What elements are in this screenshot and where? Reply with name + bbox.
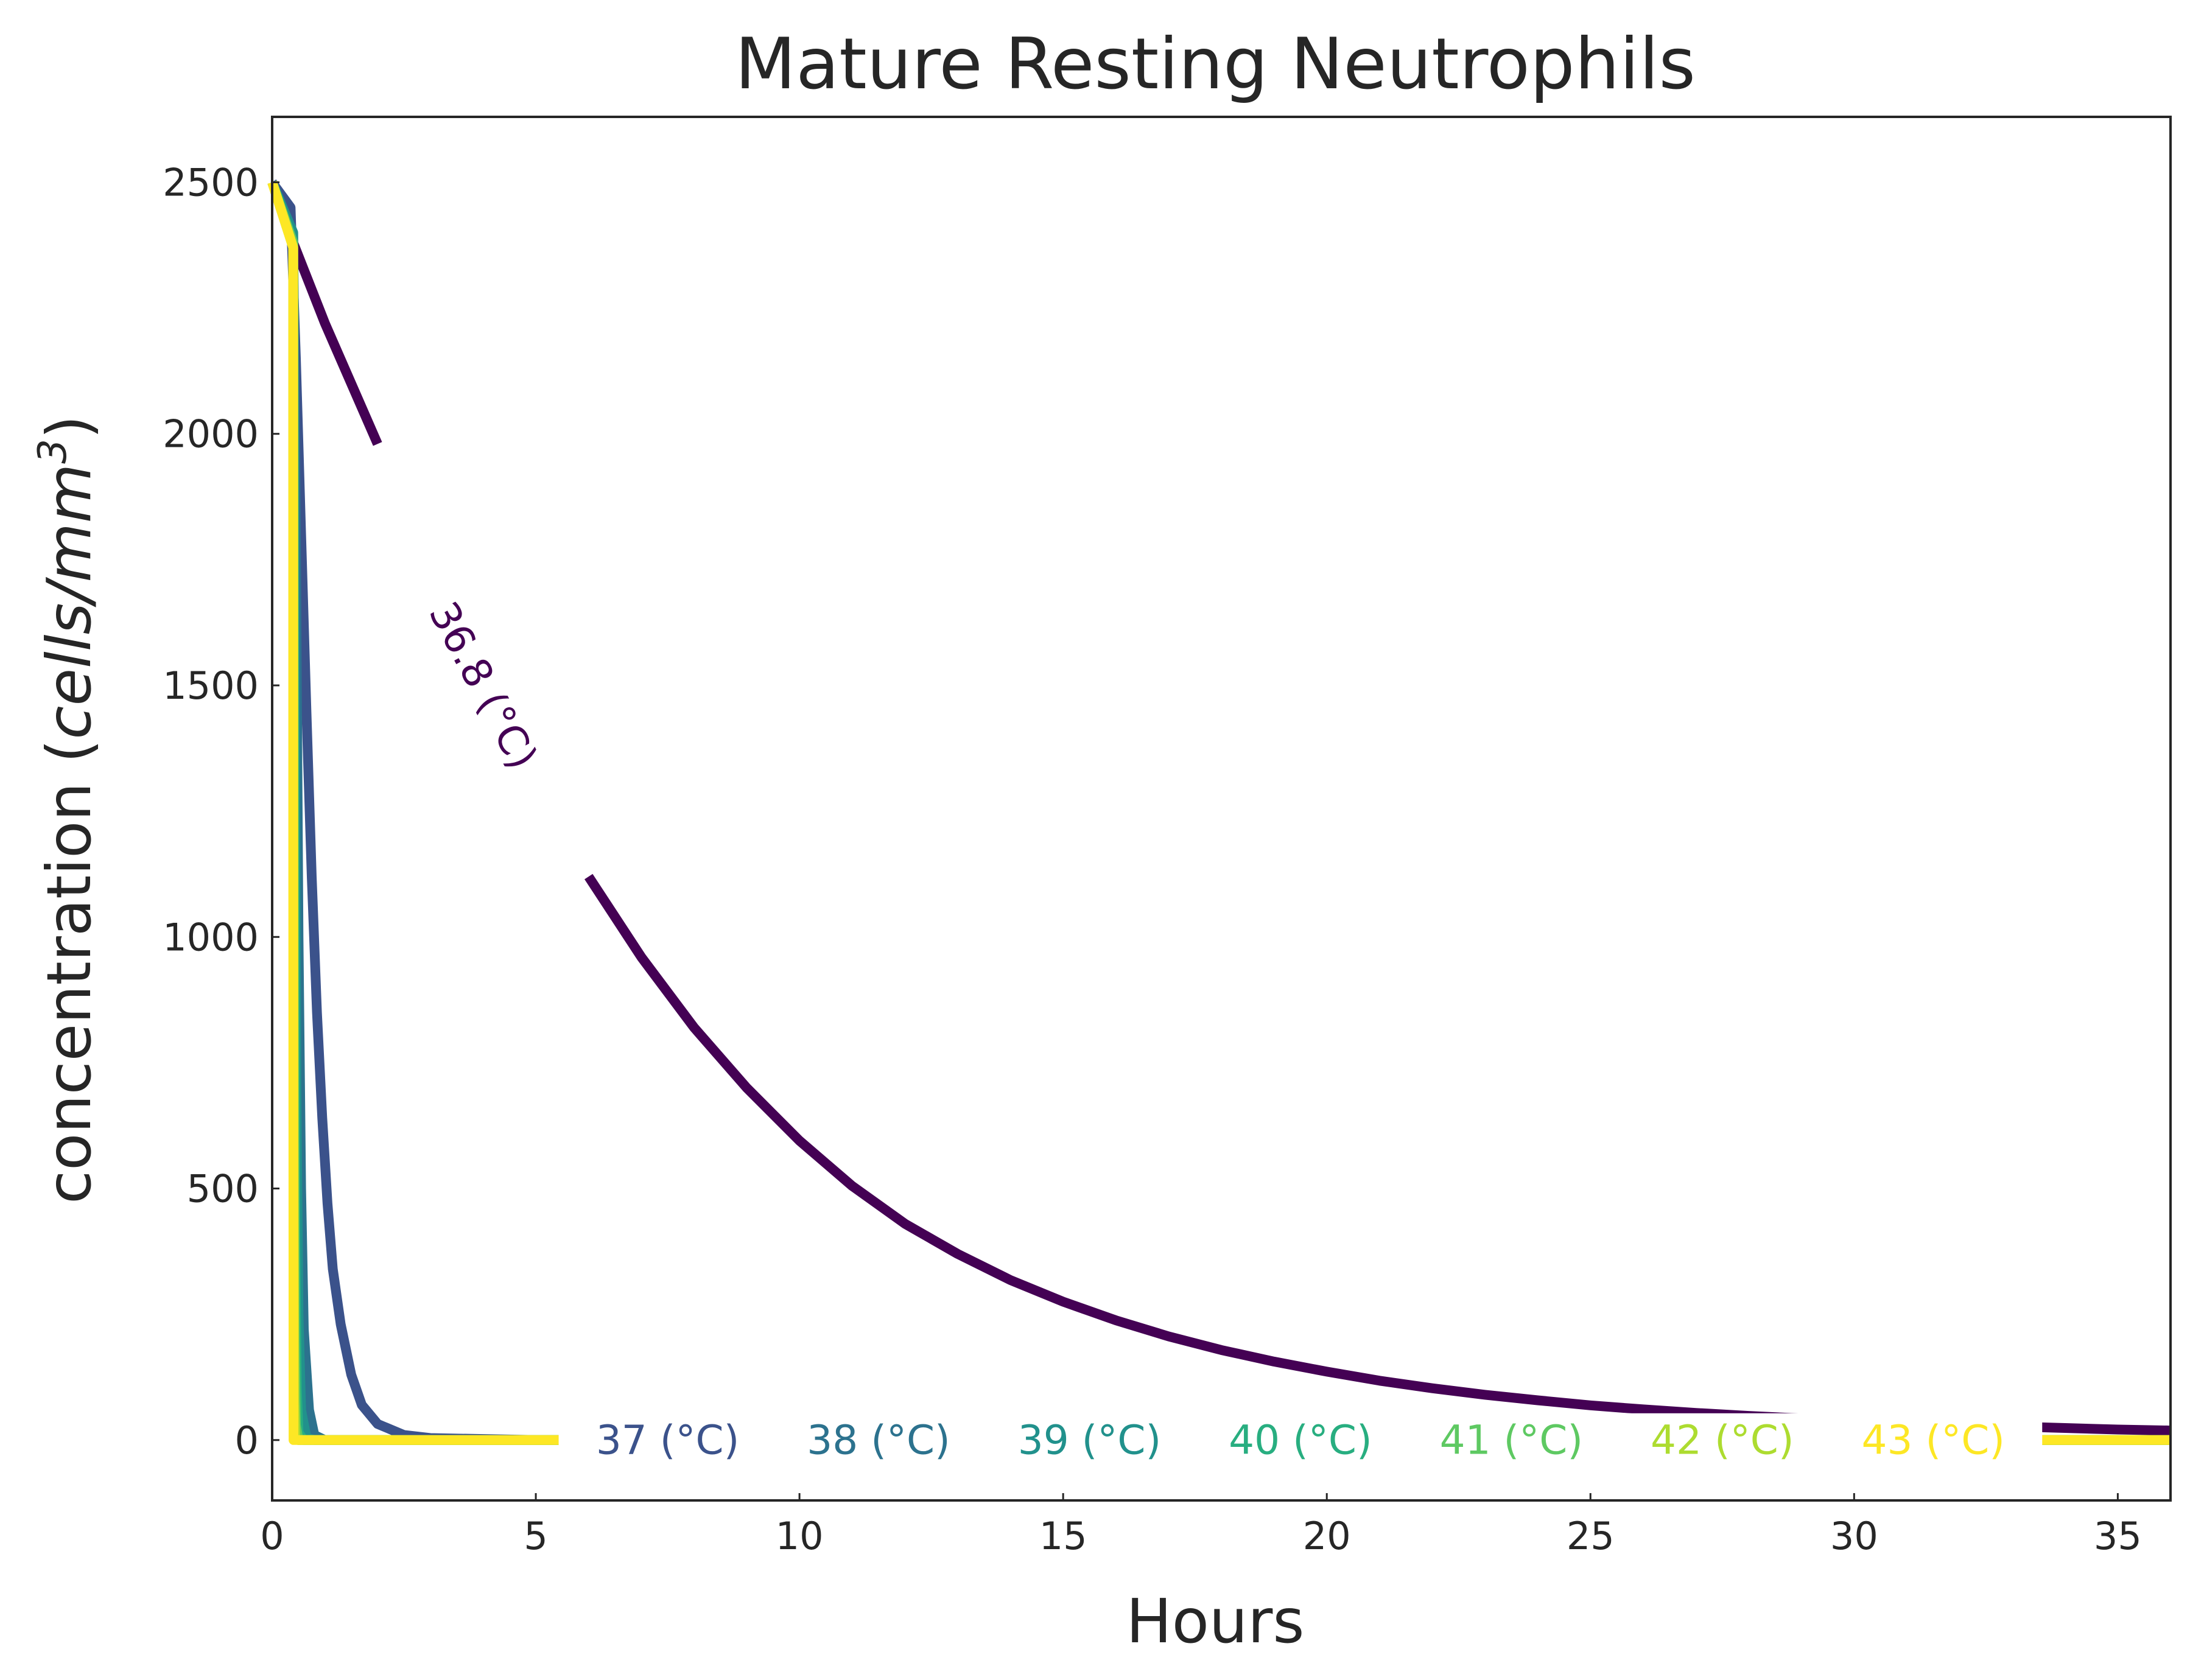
series-line <box>267 180 2171 1445</box>
series-label: 38 (°C) <box>807 1416 950 1463</box>
x-tick-label: 10 <box>776 1514 824 1558</box>
y-axis-ticks: 0 500 1000 1500 2000 2500 <box>163 160 279 1463</box>
series-label: 36.8 (°C) <box>419 594 546 777</box>
y-tick-label: 2500 <box>163 160 259 205</box>
x-axis-title: Hours <box>1126 1586 1305 1657</box>
series-label: 43 (°C) <box>1861 1416 2005 1463</box>
series-line <box>584 873 2171 1436</box>
series-label-background <box>980 1413 1199 1467</box>
series-label: 37 (°C) <box>596 1416 740 1463</box>
series-label-background <box>1402 1413 1621 1467</box>
y-tick-label: 0 <box>235 1418 259 1463</box>
y-axis-title-main: concentration ( <box>33 740 105 1204</box>
x-tick-label: 25 <box>1567 1514 1615 1558</box>
x-axis-ticks: 0 5 10 15 20 25 30 35 <box>260 1493 2142 1558</box>
series-label-background <box>1824 1413 2043 1467</box>
curve-labels-layer: 36.8 (°C) 37 (°C) 38 (°C) 39 (°C) 40 (°C) 41 … <box>419 594 2043 1467</box>
series-line <box>267 181 2171 1445</box>
series-label-background <box>1613 1413 1831 1467</box>
series-label-background <box>770 1413 988 1467</box>
chart-title: Mature Resting Neutrophils <box>735 23 1696 105</box>
series-line <box>267 180 2171 1445</box>
y-axis-title-unit: cells/mm <box>33 464 105 740</box>
x-tick-label: 20 <box>1303 1514 1351 1558</box>
series-label: 40 (°C) <box>1229 1416 1372 1463</box>
y-axis-title: concentration (cells/mm3) <box>30 415 105 1204</box>
x-tick-label: 30 <box>1830 1514 1878 1558</box>
series-label: 41 (°C) <box>1440 1416 1584 1463</box>
series-line <box>267 181 2171 1445</box>
x-tick-label: 0 <box>260 1514 284 1558</box>
curves-layer <box>267 179 2171 1445</box>
y-tick-label: 1500 <box>163 663 259 708</box>
series-label: 39 (°C) <box>1018 1416 1162 1463</box>
series-line <box>267 180 2171 1445</box>
series-line <box>267 180 2171 1445</box>
plot-frame <box>271 116 2172 1502</box>
x-tick-label: 15 <box>1039 1514 1087 1558</box>
x-tick-label: 5 <box>524 1514 547 1558</box>
y-tick-label: 2000 <box>163 412 259 457</box>
y-axis-title-close: ) <box>33 415 105 439</box>
series-label-background <box>1191 1413 1409 1467</box>
series-line <box>268 179 2171 1445</box>
y-axis-title-sup: 3 <box>30 439 75 464</box>
y-tick-label: 1000 <box>163 915 259 959</box>
series-label: 42 (°C) <box>1651 1416 1794 1463</box>
x-tick-label: 35 <box>2094 1514 2142 1558</box>
series-label-background <box>558 1413 777 1467</box>
y-tick-label: 500 <box>187 1167 259 1211</box>
